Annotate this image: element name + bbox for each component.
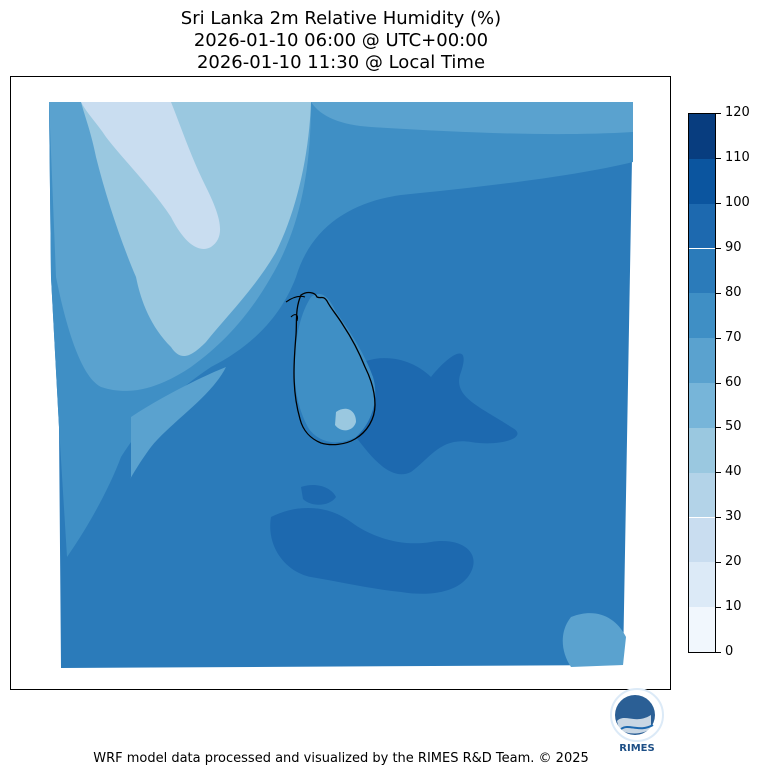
jaffna-peninsula	[285, 295, 306, 322]
map-frame: RIMES	[10, 76, 671, 754]
map-title: Sri Lanka 2m Relative Humidity (%)	[180, 8, 502, 29]
footer-credit: WRF model data processed and visualized …	[93, 751, 589, 766]
colorbar-tick	[716, 517, 721, 519]
colorbar-segment	[689, 383, 715, 428]
colorbar-tick-label: 0	[725, 644, 734, 659]
colorbar-tick-label: 40	[725, 464, 742, 480]
sri-lanka-interior	[294, 293, 376, 443]
humidity-band-60-70-coastal	[129, 367, 226, 480]
colorbar-segment	[689, 114, 715, 159]
colorbar-tick-label: 20	[725, 554, 742, 570]
colorbar-tick-label: 110	[725, 149, 750, 165]
colorbar-tick-label: 50	[725, 419, 742, 435]
colorbar-tick	[716, 292, 721, 294]
colorbar-segment	[689, 472, 715, 518]
colorbar-tick	[716, 337, 721, 339]
colorbar-segment	[689, 203, 715, 249]
colorbar-tick-label: 120	[725, 105, 750, 120]
colorbar	[688, 113, 716, 653]
colorbar-tick	[716, 157, 721, 159]
utc-time-label: 2026-01-10 06:00 @ UTC+00:00	[193, 30, 489, 51]
colorbar-tick	[716, 382, 721, 384]
colorbar-segment	[689, 293, 715, 339]
colorbar-tick	[716, 562, 721, 564]
local-time-label: 2026-01-10 11:30 @ Local Time	[196, 52, 486, 73]
colorbar-tick	[716, 247, 721, 249]
rimes-logo: RIMES	[607, 685, 671, 755]
colorbar-tick-label: 30	[725, 509, 742, 525]
colorbar-tick-label: 80	[725, 284, 742, 300]
humidity-band-30-40	[81, 102, 221, 249]
colorbar-tick	[716, 472, 721, 474]
colorbar-segment	[689, 158, 715, 204]
colorbar-tick	[716, 607, 721, 609]
humidity-band-90-100-south	[270, 507, 474, 594]
colorbar-segment	[689, 607, 715, 652]
colorbar-tick	[716, 652, 721, 653]
colorbar-tick	[716, 427, 721, 429]
colorbar-tick-label: 100	[725, 194, 750, 210]
colorbar-tick	[716, 202, 721, 204]
humidity-band-60-70-north	[311, 102, 633, 135]
colorbar-segment	[689, 248, 715, 294]
humidity-band-90-100-patch	[301, 485, 336, 505]
humidity-band-90-100-east	[336, 353, 518, 475]
humidity-map	[49, 102, 633, 668]
svg-text:RIMES: RIMES	[619, 743, 654, 754]
sri-lanka-coastline	[293, 291, 376, 446]
colorbar-tick-label: 10	[725, 599, 742, 615]
colorbar-tick-label: 70	[725, 329, 742, 345]
colorbar-segment	[689, 338, 715, 383]
colorbar-segment	[689, 562, 715, 608]
colorbar-tick	[716, 113, 721, 114]
colorbar-segment	[689, 427, 715, 473]
sri-lanka-dry-patch	[335, 408, 356, 431]
colorbar-tick-label: 60	[725, 374, 742, 390]
colorbar-segment	[689, 517, 715, 563]
humidity-band-60-70-southeast	[562, 613, 626, 667]
colorbar-tick-label: 90	[725, 239, 742, 255]
